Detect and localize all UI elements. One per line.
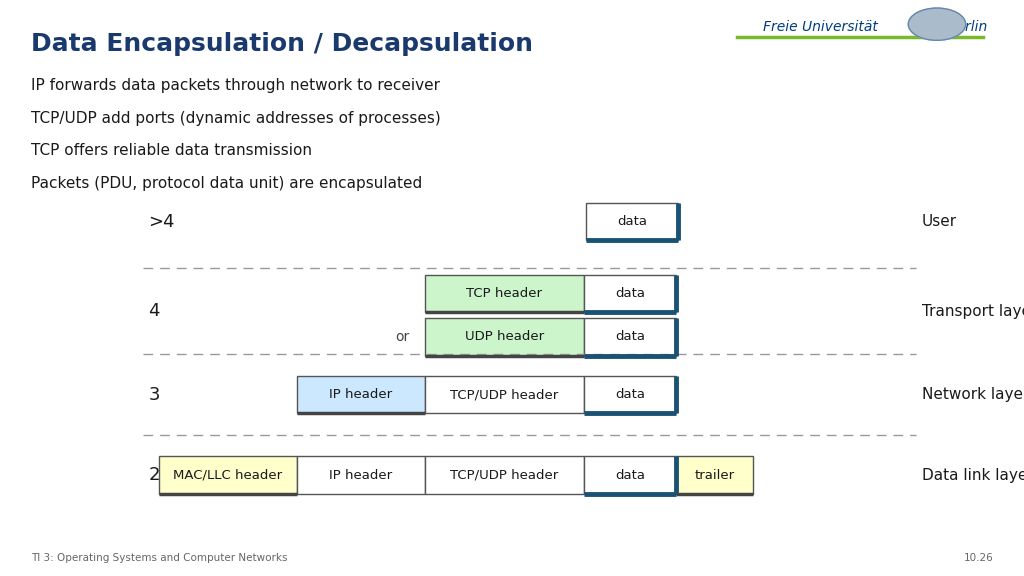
Bar [425, 275, 584, 312]
Text: 10.26: 10.26 [964, 554, 993, 563]
Text: 4: 4 [148, 302, 160, 320]
Text: Freie Universität: Freie Universität [763, 20, 878, 34]
Bar [586, 203, 678, 241]
Text: Data link layer: Data link layer [922, 468, 1024, 483]
Text: Berlin: Berlin [947, 20, 987, 34]
Text: MAC/LLC header: MAC/LLC header [173, 469, 283, 482]
Text: data: data [614, 388, 645, 401]
Text: Transport layer: Transport layer [922, 304, 1024, 319]
Bar [584, 275, 676, 312]
Text: or: or [395, 330, 410, 344]
Text: TCP/UDP header: TCP/UDP header [451, 469, 558, 482]
Bar [584, 318, 676, 356]
Text: IP forwards data packets through network to receiver: IP forwards data packets through network… [31, 78, 439, 93]
Bar [584, 456, 676, 494]
Text: Network layer: Network layer [922, 387, 1024, 402]
Text: TCP offers reliable data transmission: TCP offers reliable data transmission [31, 143, 311, 158]
Text: data: data [614, 469, 645, 482]
Text: TI 3: Operating Systems and Computer Networks: TI 3: Operating Systems and Computer Net… [31, 554, 287, 563]
Text: data: data [614, 287, 645, 300]
Bar [676, 456, 753, 494]
Text: 3: 3 [148, 385, 160, 404]
Bar [425, 318, 584, 356]
Bar [159, 456, 297, 494]
Text: User: User [922, 214, 956, 229]
Text: data: data [614, 331, 645, 343]
Text: IP header: IP header [330, 469, 392, 482]
Text: Data Encapsulation / Decapsulation: Data Encapsulation / Decapsulation [31, 32, 532, 56]
Bar [584, 376, 676, 414]
Text: TCP/UDP header: TCP/UDP header [451, 388, 558, 401]
Circle shape [908, 8, 966, 40]
Bar [425, 456, 584, 494]
Text: TCP header: TCP header [466, 287, 543, 300]
Bar [425, 376, 584, 414]
Bar [297, 376, 425, 414]
Text: TCP/UDP add ports (dynamic addresses of processes): TCP/UDP add ports (dynamic addresses of … [31, 111, 440, 126]
Text: >4: >4 [148, 213, 175, 231]
Text: 2: 2 [148, 466, 160, 484]
Text: UDP header: UDP header [465, 331, 544, 343]
Bar [297, 456, 425, 494]
Text: Packets (PDU, protocol data unit) are encapsulated: Packets (PDU, protocol data unit) are en… [31, 176, 422, 191]
Text: IP header: IP header [330, 388, 392, 401]
Text: trailer: trailer [694, 469, 734, 482]
Text: data: data [616, 215, 647, 228]
